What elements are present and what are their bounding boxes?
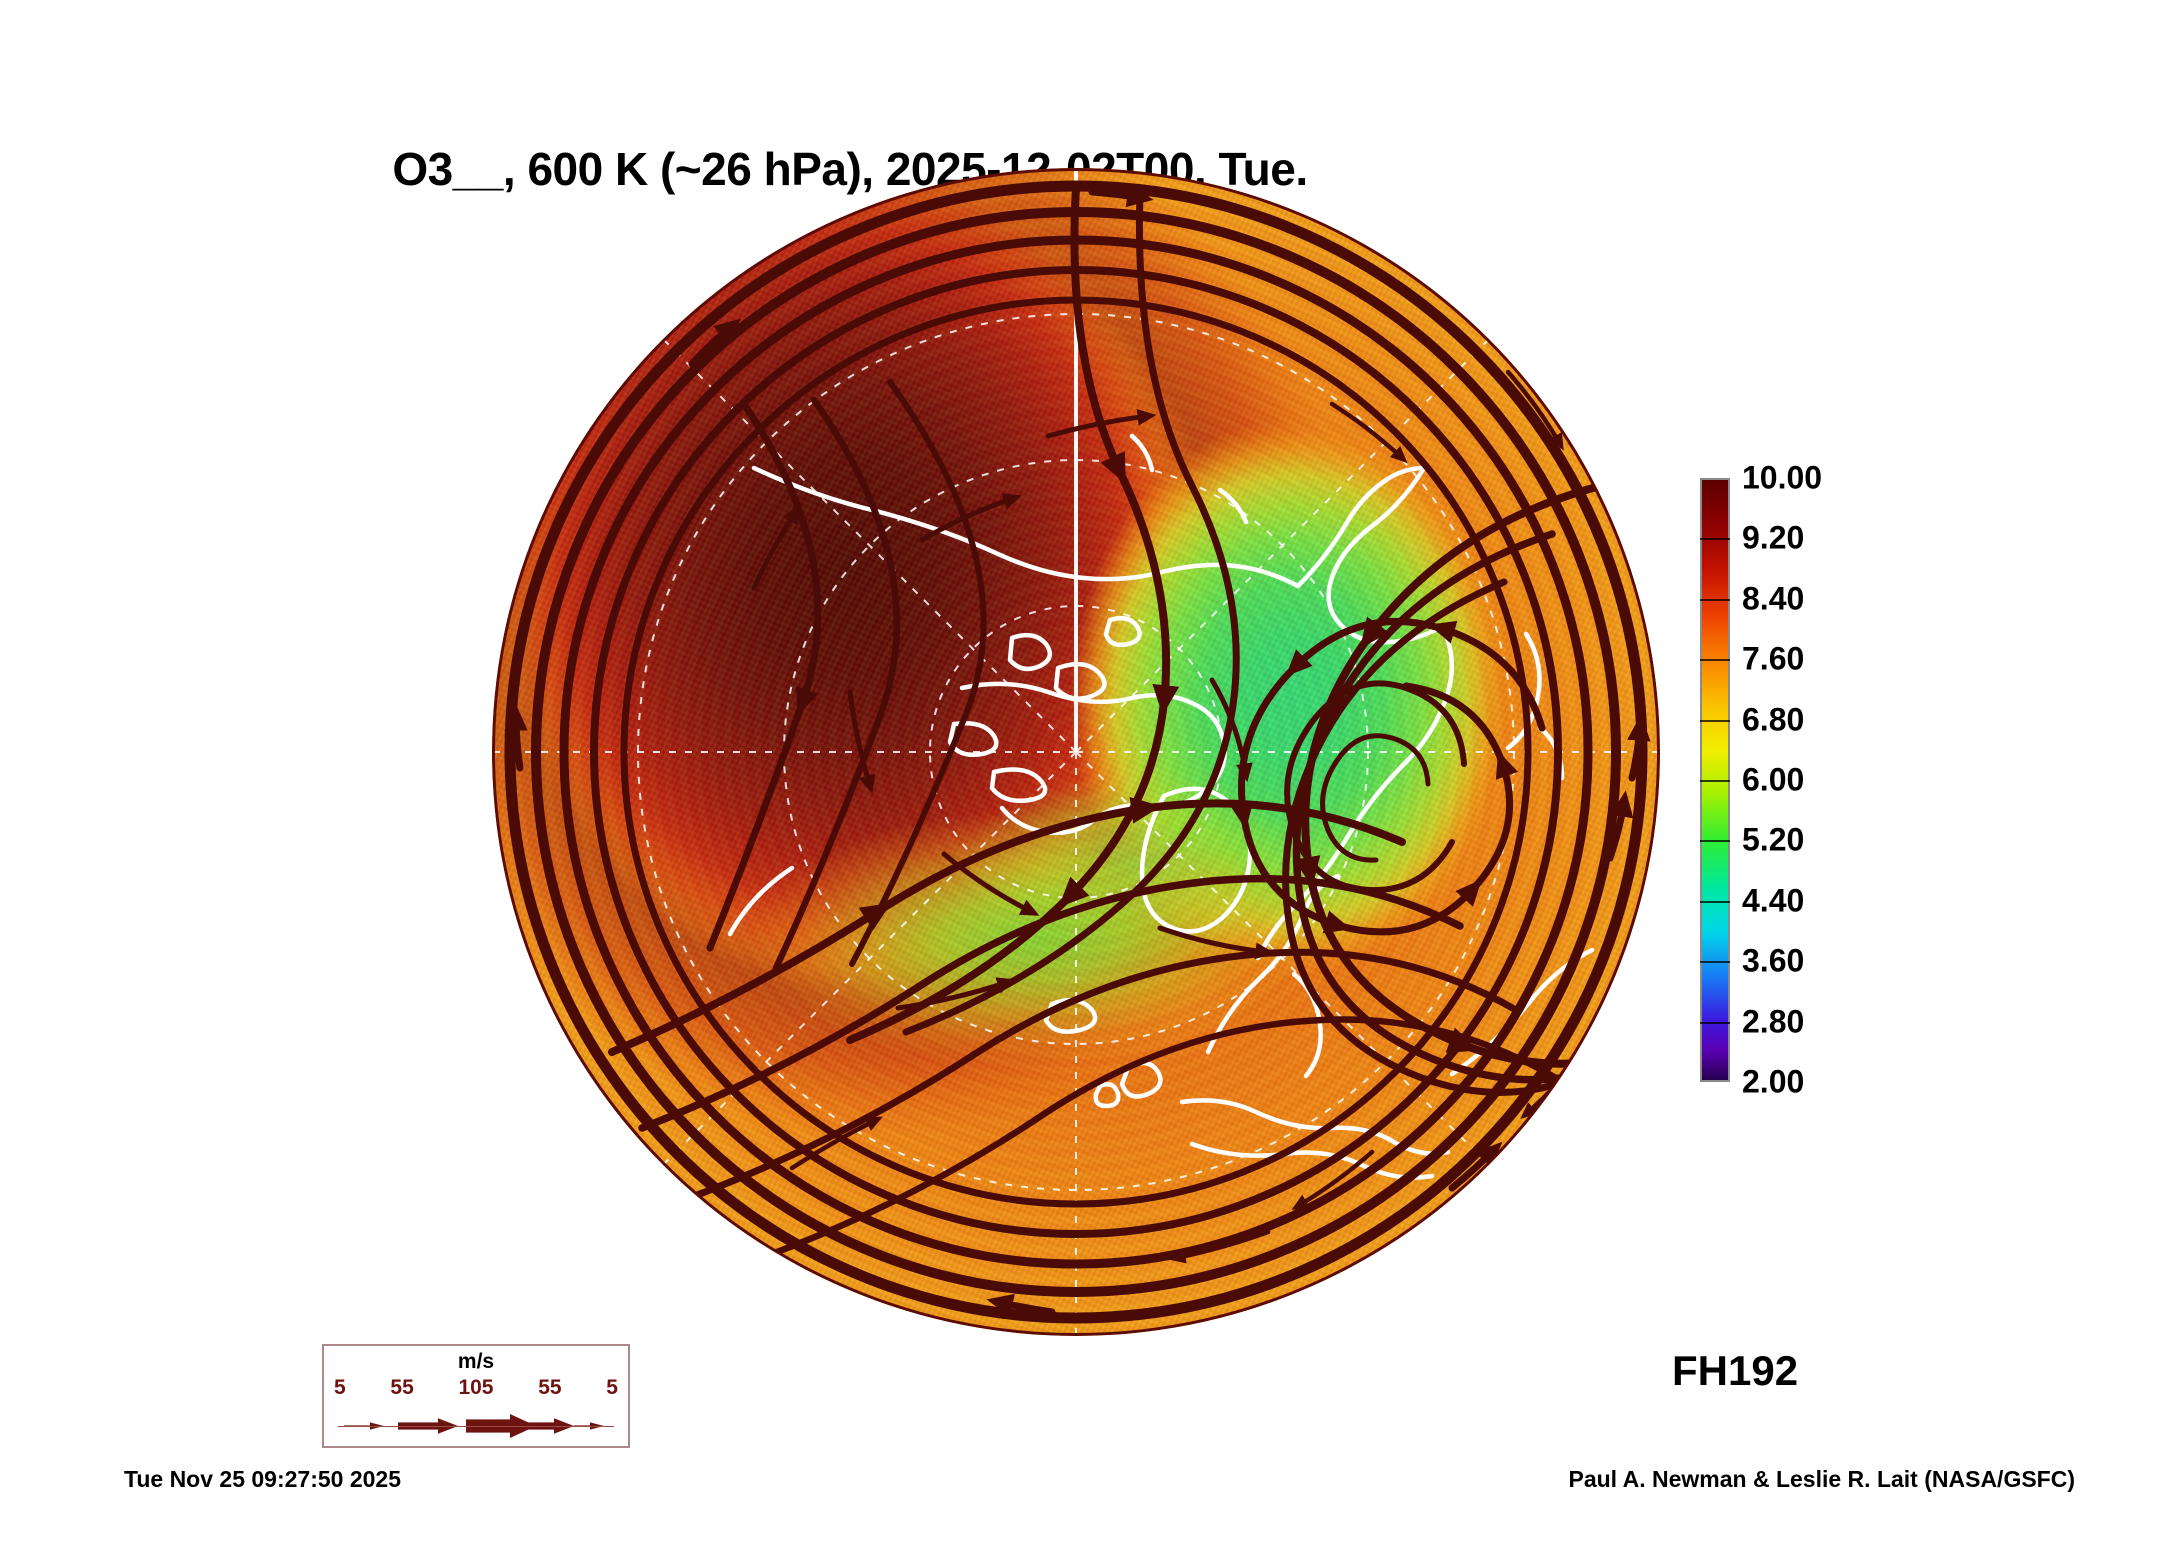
wind-legend-value: 105: [458, 1376, 494, 1399]
colorbar-tick-label: 9.20: [1742, 519, 1805, 556]
colorbar-tick: [1700, 780, 1730, 782]
author-credit: Paul A. Newman & Leslie R. Lait (NASA/GS…: [1568, 1466, 2075, 1492]
colorbar-tick-label: 2.00: [1742, 1063, 1805, 1100]
wind-legend-values: 5 55 105 55 5: [334, 1376, 618, 1400]
wind-legend-value: 55: [390, 1376, 414, 1399]
colorbar-tick: [1700, 1021, 1730, 1024]
colorbar[interactable]: 10.00 9.20 8.40 7.60 6.80 6.00 5.20 4.40 3.60 2.8…: [1700, 460, 2060, 1100]
colorbar-tick-label: 5.20: [1742, 821, 1805, 858]
colorbar-tick-label: 4.40: [1742, 882, 1805, 919]
wind-legend-arrows: [338, 1414, 614, 1440]
wind-legend-unit: m/s: [457, 1350, 495, 1373]
wind-legend-arrow-glyphs: [344, 1414, 604, 1438]
colorbar-tick-label: 7.60: [1742, 640, 1805, 677]
colorbar-tick-label: 10.00: [1742, 459, 1823, 496]
colorbar-tick: [1700, 538, 1730, 541]
colorbar-tick: [1700, 598, 1730, 601]
colorbar-tick: [1700, 719, 1730, 722]
colorbar-tick-label: 8.40: [1742, 580, 1805, 617]
colorbar-tick-label: 2.80: [1742, 1003, 1805, 1040]
wind-legend-value: 5: [334, 1376, 346, 1399]
wind-legend-axis: [338, 1426, 614, 1427]
colorbar-tick: [1700, 961, 1730, 964]
colorbar-tick-label: 3.60: [1742, 942, 1805, 979]
colorbar-tick-label: 6.80: [1742, 701, 1805, 738]
wind-speed-legend[interactable]: m/s 5 55 105 55 5: [322, 1344, 630, 1448]
wind-legend-value: 5: [606, 1376, 618, 1399]
map-overlay: [493, 169, 1659, 1335]
wind-legend-value: 55: [538, 1376, 562, 1399]
colorbar-tick: [1700, 659, 1730, 662]
wind-streamlines: [504, 180, 1659, 1324]
map-disc: [492, 168, 1660, 1336]
polar-map[interactable]: [492, 168, 1660, 1336]
generation-timestamp: Tue Nov 25 09:27:50 2025: [124, 1466, 402, 1492]
colorbar-tick: [1700, 840, 1730, 843]
colorbar-tick: [1700, 900, 1730, 903]
forecast-hour-label: FH192: [1672, 1347, 1799, 1394]
colorbar-tick-label: 6.00: [1742, 761, 1805, 798]
